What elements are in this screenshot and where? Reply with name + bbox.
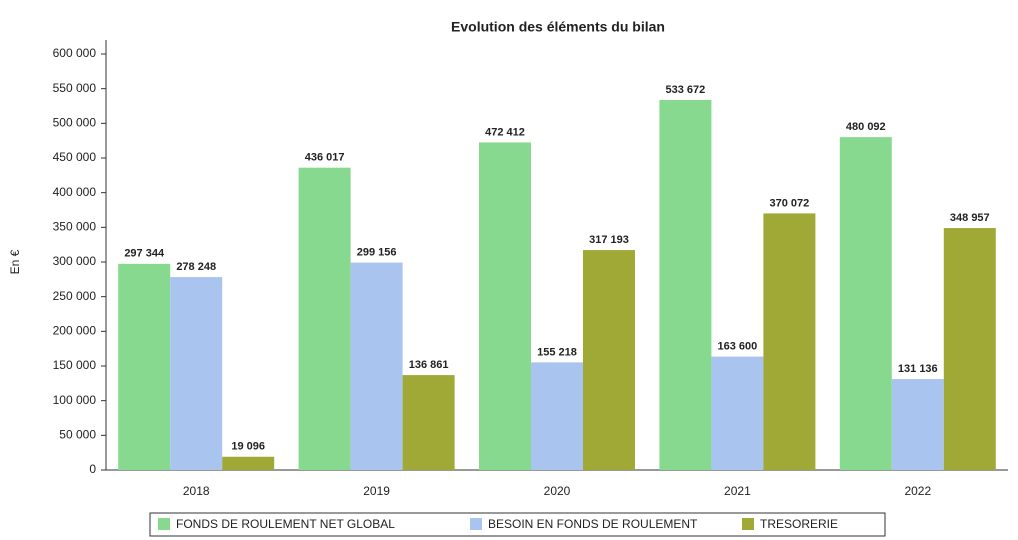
legend-swatch	[470, 518, 482, 530]
y-axis-label: En €	[8, 249, 22, 274]
value-label: 480 092	[846, 121, 886, 133]
x-tick-label: 2020	[544, 484, 571, 498]
bar	[222, 456, 275, 470]
bar	[839, 137, 892, 470]
legend-swatch	[742, 518, 754, 530]
bar	[118, 263, 171, 470]
value-label: 348 957	[950, 212, 990, 224]
x-tick-label: 2018	[183, 484, 210, 498]
x-tick-label: 2022	[904, 484, 931, 498]
value-label: 19 096	[231, 441, 265, 453]
bar	[170, 277, 223, 470]
value-label: 131 136	[898, 363, 938, 375]
legend-box	[149, 512, 886, 537]
y-tick-label: 250 000	[53, 289, 97, 303]
legend-label: BESOIN EN FONDS DE ROULEMENT	[488, 517, 698, 531]
y-tick-label: 50 000	[59, 428, 96, 442]
value-label: 163 600	[718, 340, 758, 352]
y-tick-label: 300 000	[53, 254, 97, 268]
bar	[659, 99, 712, 470]
y-tick-label: 450 000	[53, 150, 97, 164]
value-label: 299 156	[357, 246, 397, 258]
y-tick-label: 600 000	[53, 46, 97, 60]
bar	[531, 362, 583, 470]
bar	[583, 250, 635, 470]
y-tick-label: 400 000	[53, 185, 97, 199]
legend-label: FONDS DE ROULEMENT NET GLOBAL	[176, 517, 395, 531]
bar	[891, 379, 944, 470]
value-label: 317 193	[589, 234, 629, 246]
bar	[943, 228, 996, 470]
y-tick-label: 550 000	[53, 81, 97, 95]
bar	[711, 356, 764, 470]
bar	[402, 375, 455, 470]
y-tick-label: 350 000	[53, 220, 97, 234]
bar	[350, 262, 403, 470]
x-tick-label: 2021	[724, 484, 751, 498]
value-label: 155 218	[537, 346, 577, 358]
bar	[479, 142, 531, 471]
y-tick-label: 200 000	[53, 324, 97, 338]
y-tick-label: 150 000	[53, 358, 97, 372]
y-tick-label: 0	[89, 462, 96, 476]
bar	[763, 213, 816, 470]
value-label: 436 017	[305, 152, 345, 164]
value-label: 472 412	[485, 126, 525, 138]
value-label: 136 861	[409, 359, 449, 371]
y-tick-label: 500 000	[53, 116, 97, 130]
value-label: 297 344	[124, 248, 165, 260]
y-tick-label: 100 000	[53, 393, 97, 407]
legend-swatch	[158, 518, 170, 530]
legend-label: TRESORERIE	[760, 517, 838, 531]
chart-title: Evolution des éléments du bilan	[451, 19, 665, 35]
value-label: 278 248	[176, 261, 216, 273]
value-label: 370 072	[770, 197, 810, 209]
value-label: 533 672	[666, 84, 706, 96]
bar	[298, 167, 351, 470]
x-tick-label: 2019	[363, 484, 390, 498]
